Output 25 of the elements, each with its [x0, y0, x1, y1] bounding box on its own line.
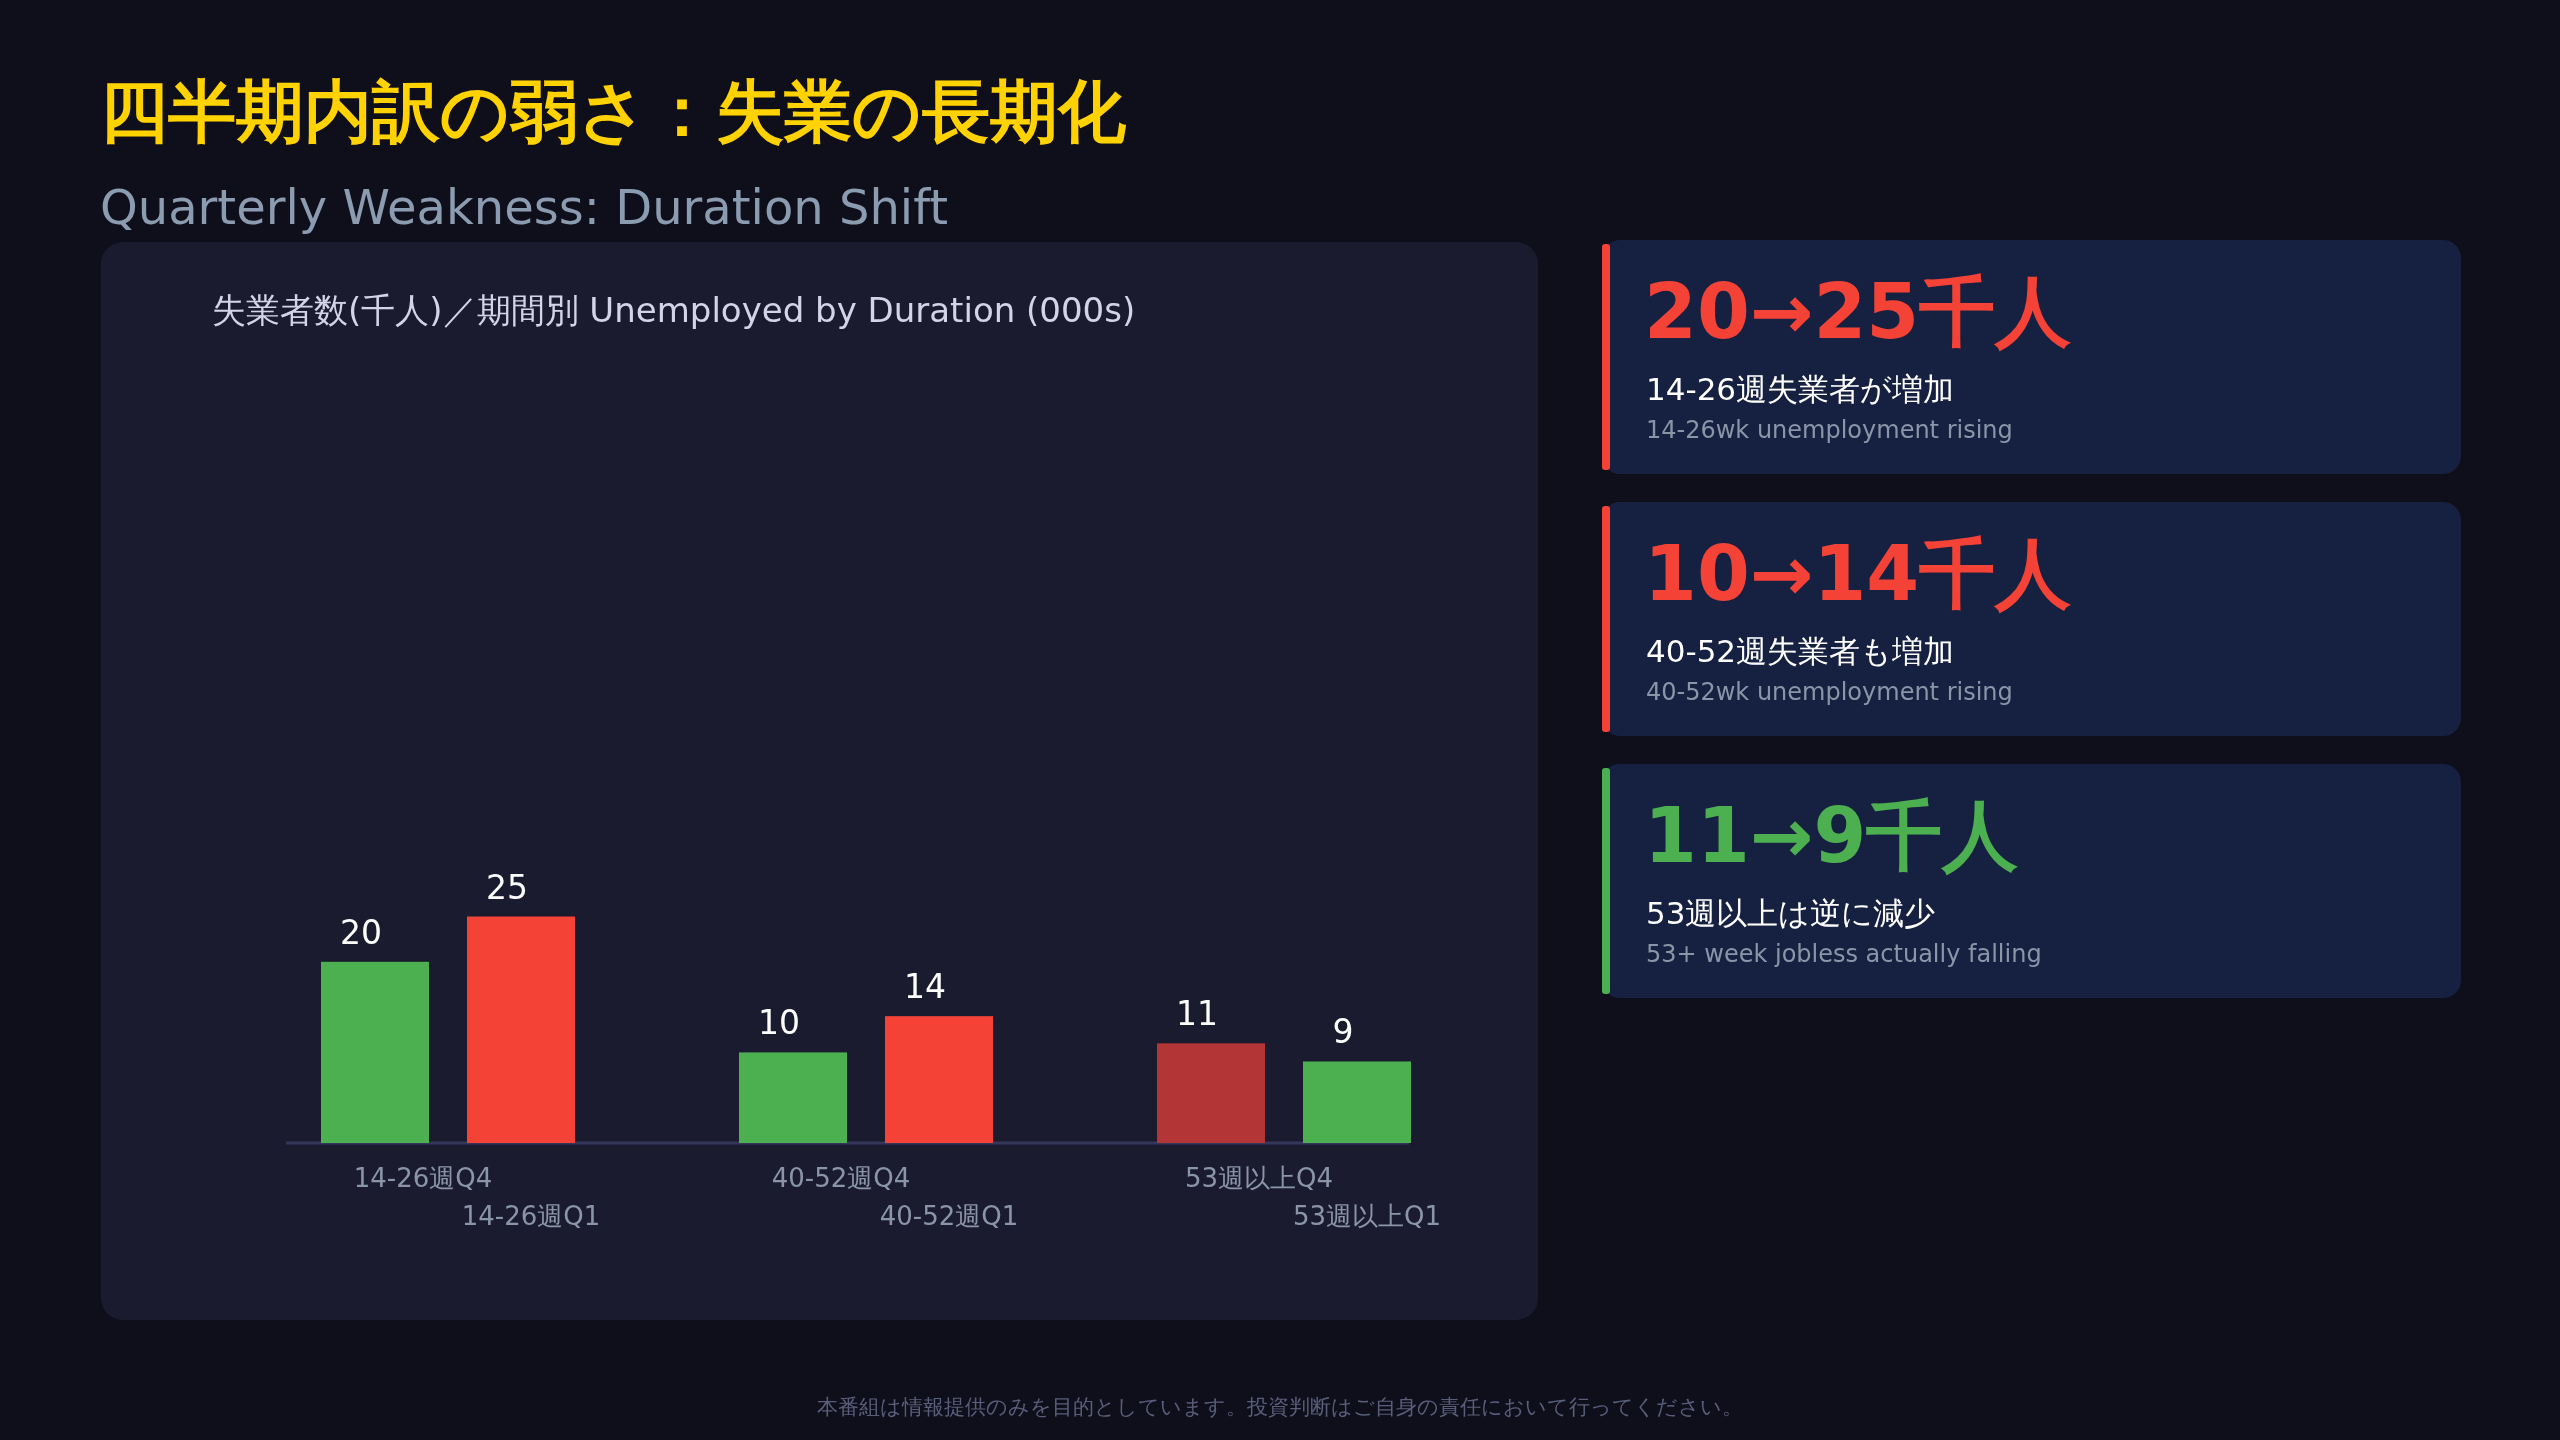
text: 14-26wk unemployment rising: [1646, 416, 2013, 444]
text: 53+ week jobless actually falling: [1646, 940, 2042, 968]
chart-subtitle: Quarterly Weakness: Duration Shift: [100, 179, 949, 235]
x-tick-label: 14-26週Q1: [461, 1201, 601, 1231]
chart-title: 四半期内訳の弱さ：失業の長期化: [100, 72, 1127, 151]
x-tick-label: 40-52週Q1: [879, 1201, 1019, 1231]
data-label: 25: [486, 867, 528, 907]
data-label: 10: [758, 1003, 800, 1043]
data-label: 9: [1332, 1012, 1354, 1052]
text: 失業者数(千人)／期間別 Unemployed by Duration (000s): [212, 290, 1136, 330]
x-tick-label: 40-52週Q4: [771, 1163, 911, 1193]
text: 14-26週失業者が増加: [1646, 371, 1955, 407]
x-tick-label: 14-26週Q4: [353, 1163, 493, 1193]
data-label: 11: [1176, 994, 1218, 1034]
x-tick-label: 53週以上Q4: [1184, 1163, 1334, 1193]
text: 40-52wk unemployment rising: [1646, 678, 2013, 706]
text: 本番組は情報提供のみを目的としています。投資判断はご自身の責任において行ってください。: [817, 1395, 1743, 1419]
data-label: 20: [340, 912, 382, 952]
text: 40-52週失業者も増加: [1646, 633, 1955, 669]
text: 20→25千人: [1644, 267, 2072, 356]
text: 10→14千人: [1644, 529, 2072, 618]
data-label: 14: [904, 967, 946, 1007]
text: 11→9千人: [1644, 791, 2019, 880]
x-tick-label: 53週以上Q1: [1292, 1201, 1442, 1231]
text: 53週以上は逆に減少: [1646, 895, 1936, 931]
